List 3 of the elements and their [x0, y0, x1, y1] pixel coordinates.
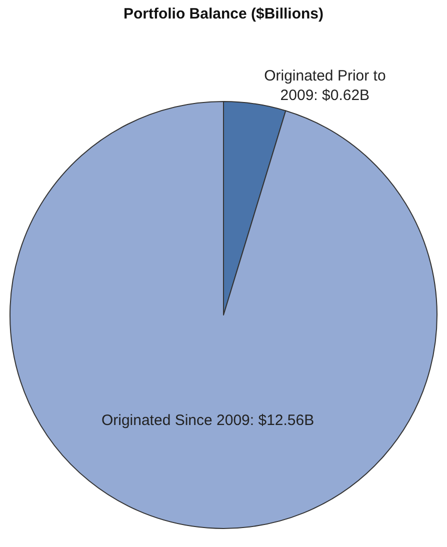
slice-label: Originated Prior to 2009: $0.62B: [264, 68, 386, 104]
chart-title: Portfolio Balance ($Billions): [123, 6, 324, 23]
slice-label: Originated Since 2009: $12.56B: [101, 412, 314, 430]
